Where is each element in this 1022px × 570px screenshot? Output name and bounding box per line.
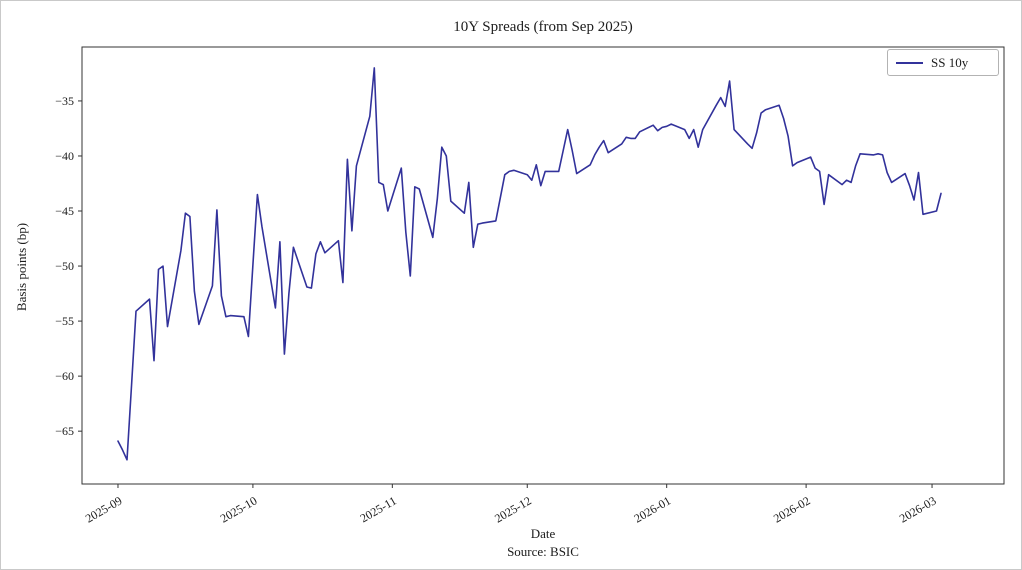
x-tick-label: 2025-10 [218,493,260,525]
y-tick-label: −55 [55,314,74,328]
legend-line-swatch [896,61,923,64]
plot-frame [81,46,1005,485]
x-tick-label: 2025-12 [492,493,534,525]
y-tick-label: −35 [55,94,74,108]
x-tick-label: 2026-03 [897,493,939,525]
x-tick-label: 2026-01 [632,493,674,525]
source-note: Source: BSIC [507,544,579,559]
x-tick-label: 2025-09 [83,493,125,525]
series-line-ss-10y [117,67,942,461]
y-tick-label: −45 [55,204,74,218]
legend-label: SS 10y [931,54,969,70]
y-tick-label: −65 [55,424,74,438]
x-tick-label: 2026-02 [771,493,813,525]
x-tick-label: 2025-11 [358,493,399,525]
y-tick-label: −60 [55,369,74,383]
y-axis-label: Basis points (bp) [14,222,29,312]
y-tick-label: −50 [55,259,74,273]
legend: SS 10y [887,49,999,76]
chart-title: 10Y Spreads (from Sep 2025) [453,19,633,35]
x-axis-label: Date [530,526,556,541]
y-tick-label: −40 [55,149,74,163]
